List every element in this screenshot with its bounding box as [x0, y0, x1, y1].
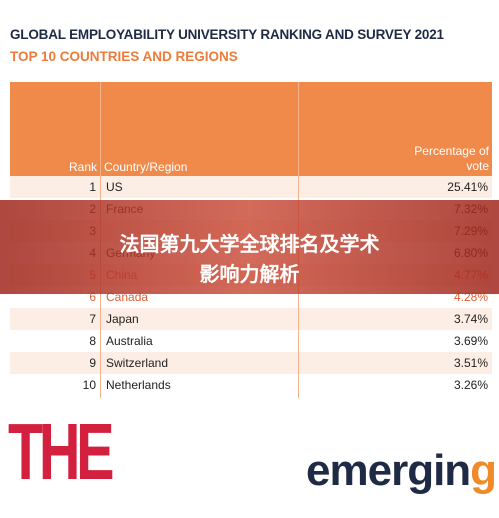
country: US [106, 180, 123, 194]
table-row: 7 Japan 3.74% [10, 308, 492, 330]
table-row: 8 Australia 3.69% [10, 330, 492, 352]
country: Japan [106, 312, 139, 326]
country: Netherlands [106, 378, 171, 392]
banner: 法国第九大学全球排名及学术 影响力解析 [0, 200, 499, 294]
column-header: Rank [68, 160, 97, 174]
subtitle: TOP 10 COUNTRIES AND REGIONS [10, 49, 238, 64]
rank: 6 [89, 290, 96, 304]
rank: 10 [82, 378, 96, 392]
banner-line: 影响力解析 [199, 264, 300, 286]
table-row: 10 Netherlands 3.26% [10, 374, 492, 396]
rank: 7 [89, 312, 96, 326]
logo-emerging: emerging [306, 446, 497, 495]
logo-the: THE [8, 407, 115, 496]
country: Australia [106, 334, 153, 348]
percentage: 3.69% [453, 334, 488, 348]
country: Switzerland [106, 356, 169, 370]
table-row: 1 US 25.41% [10, 176, 492, 198]
percentage: 3.26% [453, 378, 488, 392]
banner-line: 法国第九大学全球排名及学术 [119, 234, 380, 256]
table-header: Rank Country/Region Percentage of vote [10, 82, 492, 176]
percentage: 3.51% [453, 356, 488, 370]
column-header: Country/Region [104, 160, 188, 174]
column-header: Percentage of vote [414, 144, 489, 173]
rank: 1 [89, 180, 96, 194]
rank: 8 [89, 334, 96, 348]
rank: 9 [89, 356, 96, 370]
percentage: 25.41% [447, 180, 488, 194]
percentage: 3.74% [453, 312, 488, 326]
title: GLOBAL EMPLOYABILITY UNIVERSITY RANKING … [10, 27, 444, 42]
table-row: 9 Switzerland 3.51% [10, 352, 492, 374]
